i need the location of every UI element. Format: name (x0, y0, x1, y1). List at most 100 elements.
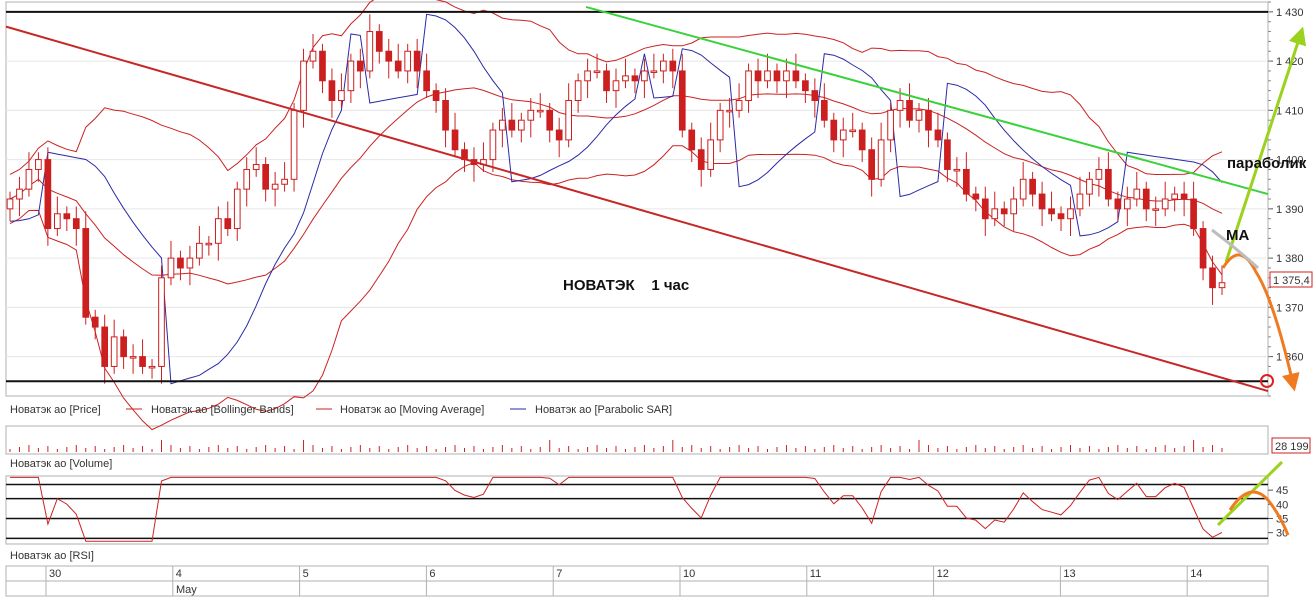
date-tick-label: 12 (937, 568, 949, 580)
legend-price: Новатэк ао [Price] (10, 404, 101, 416)
candle-body-up (991, 208, 999, 220)
candle-body-down (792, 70, 800, 82)
price-tick-label: 1 430 (1276, 7, 1304, 19)
candle-body-up (1161, 198, 1169, 210)
descending-channel-lower (5, 25, 1269, 393)
date-tick-label: 14 (1190, 568, 1202, 580)
candle-body-up (129, 356, 137, 359)
horizontal-levels (6, 10, 1268, 383)
descending-channel-upper (585, 5, 1269, 196)
candle-body-up (1123, 198, 1131, 210)
rsi-tick-label: 40 (1276, 499, 1288, 511)
candle-body-down (555, 129, 563, 141)
candle-body-down (868, 149, 875, 180)
candle-body-up (271, 183, 279, 190)
candle-body-up (877, 139, 885, 180)
date-tick-label: 10 (683, 568, 695, 580)
date-tick-label: 13 (1063, 568, 1075, 580)
ma-annotation: МА (1226, 227, 1249, 244)
candle-body-up (1171, 193, 1178, 200)
candle-body-up (281, 178, 288, 185)
date-axis: 30 4 5 6 7 10 11 12 13 14 (45, 566, 1202, 596)
candle-body-up (1218, 282, 1226, 289)
candle-body-down (669, 60, 677, 72)
candle-body-down (1199, 228, 1207, 269)
price-tick-label: 1 390 (1276, 204, 1304, 216)
candle-body-down (820, 100, 828, 121)
price-tick-label: 1 420 (1276, 56, 1304, 68)
candle-body-down (72, 218, 80, 230)
candle-body-down (906, 100, 913, 121)
candle-body-up (205, 242, 213, 246)
candle-body-down (1209, 267, 1216, 289)
rsi-line (10, 476, 1223, 542)
candle-body-down (963, 168, 970, 195)
candle-body-up (404, 50, 412, 72)
candle-body-up (764, 70, 771, 82)
candle-body-up (584, 70, 591, 82)
candle-body-up (1086, 178, 1093, 195)
candle-body-up (300, 60, 307, 111)
candle-body-down (972, 193, 980, 200)
date-tick-label: 4 (176, 568, 182, 580)
candle-body-down (451, 129, 459, 151)
candle-body-up (726, 109, 733, 113)
candle-body-up (716, 109, 724, 141)
candle-body-down (1105, 168, 1112, 200)
candle-body-up (186, 257, 194, 269)
candle-body-down (1048, 208, 1055, 215)
volume-panel-frame (5, 425, 1269, 455)
candle-body-down (375, 31, 383, 52)
candle-body-up (849, 129, 857, 133)
candle-body-down (432, 90, 440, 102)
candle-body-up (574, 80, 582, 102)
candle-body-down (44, 159, 52, 230)
candle-body-up (54, 213, 61, 230)
candle-body-down (925, 109, 932, 131)
date-tick-label: 6 (429, 568, 435, 580)
rsi-panel-label: Новатэк ао [RSI] (10, 550, 94, 562)
forecast-arrows (1211, 26, 1307, 536)
candle-body-up (565, 100, 572, 141)
candle-body-down (385, 50, 393, 62)
candle-body-down (1180, 193, 1188, 200)
candle-body-up (707, 139, 715, 170)
candle-body-up (745, 70, 752, 101)
candle-body-up (16, 188, 23, 200)
candle-body-up (641, 70, 648, 82)
candle-body-down (394, 60, 402, 72)
candle-body-down (120, 336, 127, 358)
candle-body-up (517, 119, 525, 131)
candle-body-up (214, 218, 222, 244)
candle-body-up (243, 168, 251, 190)
candle-body-up (953, 168, 961, 172)
candle-body-down (603, 70, 610, 92)
candle-body-up (1067, 208, 1074, 220)
price-tick-label: 1 380 (1276, 253, 1304, 265)
candle-body-down (858, 129, 866, 151)
price-tick-label: 1 410 (1276, 105, 1304, 117)
candle-body-up (1152, 208, 1160, 211)
volume-panel-label: Новатэк ао [Volume] (10, 458, 112, 470)
candle-body-down (319, 50, 326, 82)
bullish-forecast-arrow (1224, 26, 1307, 263)
candle-body-down (82, 228, 90, 318)
candle-body-down (1000, 208, 1008, 215)
target-circle (1260, 374, 1274, 388)
rsi-tick-label: 45 (1276, 485, 1288, 497)
candle-body-up (1010, 198, 1018, 215)
candle-body-down (981, 198, 989, 220)
candle-body-down (697, 149, 705, 170)
candle-body-up (839, 129, 847, 141)
candle-body-up (366, 31, 374, 72)
candle-body-up (593, 70, 601, 73)
bollinger-bands (9, 0, 1223, 431)
candle-body-down (177, 257, 184, 269)
candle-body-up (1019, 178, 1027, 200)
volume-value-badge (1271, 437, 1311, 454)
candle-body-up (527, 109, 535, 121)
candle-body-down (101, 326, 109, 367)
candle-body-up (536, 109, 544, 113)
